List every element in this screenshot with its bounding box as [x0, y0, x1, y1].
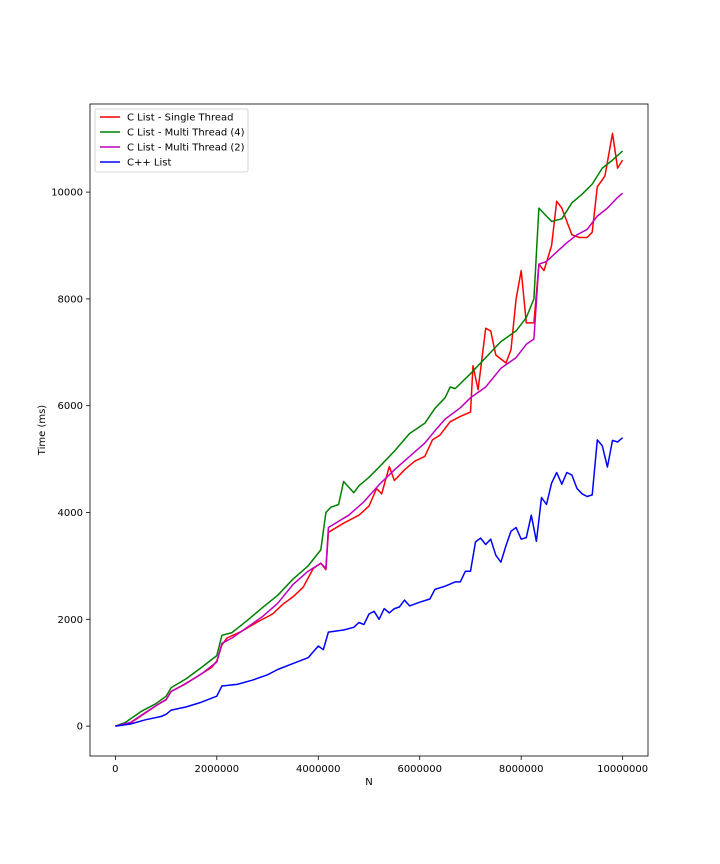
- series-line-c-list: [115, 437, 624, 727]
- x-tick-label: 2000000: [195, 764, 240, 775]
- x-tick-label: 4000000: [296, 764, 341, 775]
- plot-frame: [89, 103, 649, 757]
- y-axis-label: Time (ms): [37, 405, 48, 457]
- x-axis: 0 2000000 4000000 6000000 8000000 10000000: [112, 756, 648, 775]
- y-tick-label: 4000: [58, 508, 83, 519]
- y-tick-label: 10000: [51, 188, 83, 199]
- x-axis-label: N: [365, 777, 372, 788]
- x-tick-label: 8000000: [499, 764, 544, 775]
- plot-area: [90, 104, 648, 756]
- legend-label: C List - Multi Thread (2): [127, 143, 245, 154]
- y-tick-label: 2000: [58, 615, 83, 626]
- series-layer: [115, 132, 624, 727]
- y-axis: 0 2000 4000 6000 8000 10000: [51, 188, 90, 733]
- legend-label: C List - Single Thread: [127, 113, 234, 124]
- series-line-c-list-single-thread: [115, 132, 624, 727]
- y-tick-label: 0: [77, 722, 83, 733]
- x-tick-label: 6000000: [397, 764, 442, 775]
- series-line-c-list-multi-thread-4: [115, 150, 624, 727]
- legend: C List - Single Thread C List - Multi Thr…: [94, 108, 249, 173]
- x-tick-label: 0: [112, 764, 118, 775]
- y-tick-label: 8000: [58, 294, 83, 305]
- legend-box: [94, 108, 249, 173]
- y-tick-label: 6000: [58, 401, 83, 412]
- series-line-c-list-multi-thread-2: [115, 192, 624, 727]
- legend-label: C List - Multi Thread (4): [127, 128, 245, 139]
- x-tick-label: 10000000: [597, 764, 648, 775]
- legend-label: C++ List: [127, 158, 171, 169]
